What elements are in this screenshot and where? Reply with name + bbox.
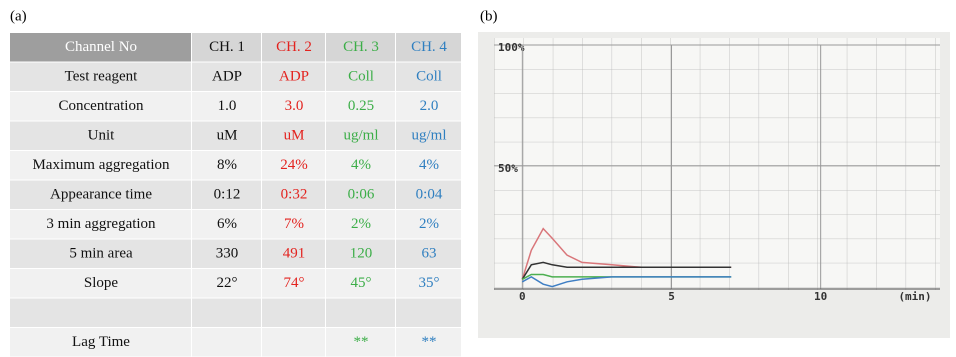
cell bbox=[396, 299, 461, 328]
panel-label: (b) bbox=[480, 8, 498, 24]
cell-text: 4% bbox=[351, 157, 371, 173]
cell-text: 3.0 bbox=[285, 98, 304, 114]
cell bbox=[10, 299, 191, 328]
header-text: CH. 4 bbox=[411, 39, 447, 55]
x-tick-label: 5 bbox=[668, 290, 675, 303]
cell-text: Appearance time bbox=[50, 187, 152, 203]
cell-text: ug/ml bbox=[411, 128, 446, 144]
y-tick-label: 50% bbox=[498, 162, 518, 175]
cell-text: 74° bbox=[284, 275, 305, 291]
panel-label: (a) bbox=[10, 8, 27, 24]
cell-text: 330 bbox=[216, 246, 239, 262]
cell-text: Coll bbox=[416, 69, 442, 85]
cell-text: Test reagent bbox=[65, 69, 138, 85]
cell-text: uM bbox=[284, 128, 305, 144]
cell-text: ** bbox=[354, 334, 369, 350]
cell-text: 1.0 bbox=[218, 98, 237, 114]
figure: (a) (b) Channel No CH. 1 CH. 2 CH. 3 CH. 4 Te… bbox=[0, 0, 956, 357]
cell-text: ADP bbox=[279, 69, 309, 85]
cell-text: 0.25 bbox=[348, 98, 374, 114]
cell-text: Concentration bbox=[59, 98, 144, 114]
cell-text: 7% bbox=[284, 216, 304, 232]
header-text: CH. 3 bbox=[343, 39, 379, 55]
cell-text: 6% bbox=[217, 216, 237, 232]
cell-text: 3 min aggregation bbox=[46, 216, 156, 232]
cell-text: 8% bbox=[217, 157, 237, 173]
cell bbox=[262, 299, 325, 328]
cell-text: 63 bbox=[422, 246, 437, 262]
cell-text: 35° bbox=[419, 275, 440, 291]
cell-text: 2% bbox=[419, 216, 439, 232]
cell-text: 2% bbox=[351, 216, 371, 232]
minor-grid bbox=[494, 38, 940, 290]
cell-text: uM bbox=[217, 128, 238, 144]
cell-text: ** bbox=[422, 334, 437, 350]
cell-text: ug/ml bbox=[343, 128, 378, 144]
y-tick-label: 100% bbox=[498, 41, 525, 54]
x-axis-label: (min) bbox=[898, 290, 931, 303]
cell-text: Lag Time bbox=[72, 334, 130, 350]
cell-text: 2.0 bbox=[420, 98, 439, 114]
cell-text: Slope bbox=[84, 275, 119, 291]
cell-text: Unit bbox=[88, 128, 116, 144]
header-text: CH. 1 bbox=[209, 39, 245, 55]
cell bbox=[192, 328, 261, 357]
cell-text: 120 bbox=[350, 246, 373, 262]
header-text: CH. 2 bbox=[276, 39, 312, 55]
cell-text: 491 bbox=[283, 246, 306, 262]
cell-text: Maximum aggregation bbox=[32, 157, 170, 173]
cell bbox=[192, 299, 261, 328]
cell-text: 4% bbox=[419, 157, 439, 173]
cell-text: 24% bbox=[280, 157, 308, 173]
cell bbox=[262, 328, 325, 357]
cell-text: Coll bbox=[348, 69, 374, 85]
cell-text: ADP bbox=[212, 69, 242, 85]
body: (a) (b) Channel No CH. 1 CH. 2 CH. 3 CH. 4 Te… bbox=[0, 0, 956, 357]
cell-text: 0:32 bbox=[281, 187, 308, 203]
x-tick-label: 10 bbox=[814, 290, 827, 303]
cell-text: 45° bbox=[351, 275, 372, 291]
x-tick-label: 0 bbox=[519, 290, 526, 303]
cell-text: 0:06 bbox=[348, 187, 375, 203]
table: Channel No CH. 1 CH. 2 CH. 3 CH. 4 Test reage… bbox=[10, 33, 461, 357]
header-text: Channel No bbox=[65, 39, 137, 55]
cell bbox=[326, 299, 395, 328]
cell-text: 5 min area bbox=[69, 246, 133, 262]
page: {"panels": {"a": "(a)", "b": "(b)"}, "ta… bbox=[0, 0, 956, 357]
cell-text: 0:04 bbox=[416, 187, 443, 203]
cell-text: 22° bbox=[217, 275, 238, 291]
cell-text: 0:12 bbox=[214, 187, 241, 203]
